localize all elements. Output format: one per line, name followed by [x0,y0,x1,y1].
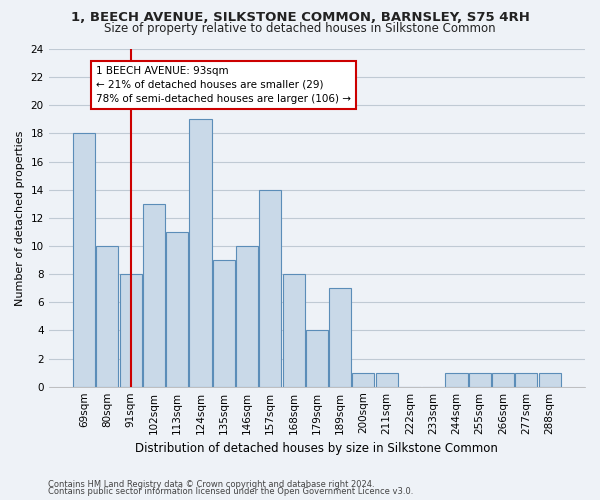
Text: 1, BEECH AVENUE, SILKSTONE COMMON, BARNSLEY, S75 4RH: 1, BEECH AVENUE, SILKSTONE COMMON, BARNS… [71,11,529,24]
Bar [119,274,142,386]
Bar [352,372,374,386]
Y-axis label: Number of detached properties: Number of detached properties [15,130,25,306]
Bar [469,372,491,386]
Bar [329,288,351,386]
Bar [97,246,118,386]
Text: 1 BEECH AVENUE: 93sqm
← 21% of detached houses are smaller (29)
78% of semi-deta: 1 BEECH AVENUE: 93sqm ← 21% of detached … [96,66,351,104]
Bar [283,274,305,386]
Bar [376,372,398,386]
Bar [212,260,235,386]
Text: Contains public sector information licensed under the Open Government Licence v3: Contains public sector information licen… [48,487,413,496]
Text: Contains HM Land Registry data © Crown copyright and database right 2024.: Contains HM Land Registry data © Crown c… [48,480,374,489]
Bar [445,372,467,386]
Bar [539,372,560,386]
Bar [73,134,95,386]
X-axis label: Distribution of detached houses by size in Silkstone Common: Distribution of detached houses by size … [136,442,498,455]
Bar [190,120,212,386]
Bar [515,372,538,386]
Bar [166,232,188,386]
Bar [143,204,165,386]
Text: Size of property relative to detached houses in Silkstone Common: Size of property relative to detached ho… [104,22,496,35]
Bar [236,246,258,386]
Bar [306,330,328,386]
Bar [492,372,514,386]
Bar [259,190,281,386]
